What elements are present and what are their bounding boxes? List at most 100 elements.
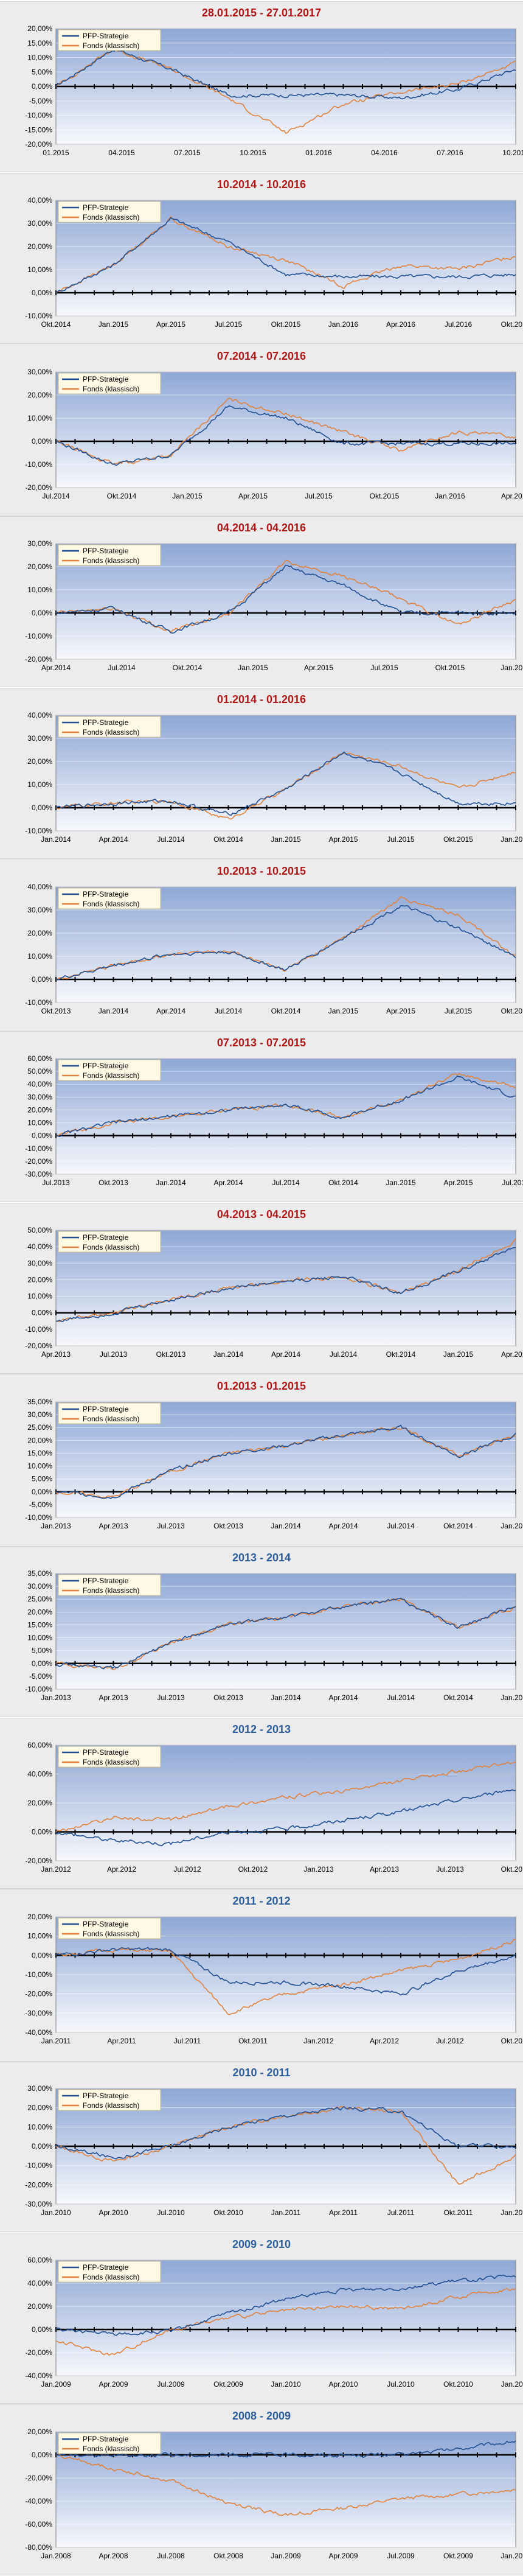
- y-tick-label: 15,00%: [27, 1620, 52, 1629]
- legend-label-strategy: PFP-Strategie: [83, 890, 129, 898]
- y-tick-label: -30,00%: [25, 2200, 52, 2208]
- y-tick-label: 10,00%: [27, 2123, 52, 2131]
- x-tick-label: Jul.2013: [436, 1865, 464, 1874]
- y-tick-label: 10,00%: [27, 952, 52, 961]
- x-tick-label: Jul.2015: [445, 1007, 473, 1015]
- legend-box: [58, 1746, 161, 1768]
- line-chart: 20,00%0,00%-20,00%-40,00%-60,00%-80,00%J…: [25, 2427, 523, 2560]
- y-tick-label: 10,00%: [27, 586, 52, 594]
- x-tick-label: Jul.2015: [370, 663, 398, 672]
- x-tick-label: Okt.2014: [213, 835, 243, 844]
- y-tick-label: 30,00%: [27, 1410, 52, 1419]
- legend-label-fund: Fonds (klassisch): [83, 1758, 139, 1766]
- legend-box: [58, 1574, 161, 1596]
- x-tick-label: Jul.2014: [387, 1693, 415, 1702]
- y-tick-label: -20,00%: [25, 1990, 52, 1998]
- legend-box: [58, 544, 161, 566]
- x-tick-label: Jan.2015: [443, 1350, 474, 1359]
- y-tick-label: 25,00%: [27, 1423, 52, 1432]
- y-tick-label: 40,00%: [27, 2279, 52, 2287]
- y-tick-label: -5,00%: [29, 1672, 52, 1681]
- x-tick-label: Jan.2012: [41, 1865, 71, 1874]
- x-tick-label: Jan.2012: [303, 2037, 334, 2045]
- x-tick-label: Apr.2008: [99, 2552, 128, 2560]
- legend-label-fund: Fonds (klassisch): [83, 728, 139, 737]
- series-line-fund: [55, 2287, 516, 2356]
- y-tick-label: 10,00%: [27, 54, 52, 62]
- line-chart: 50,00% 40,00% 30,00% 20,00% 10,00% 0,00% -10,0…: [25, 1226, 523, 1359]
- y-tick-label: -20,00%: [25, 1342, 52, 1350]
- y-tick-label: 20,00%: [27, 24, 52, 33]
- x-tick-label: Jul.2014: [108, 663, 136, 672]
- y-tick-label: 30,00%: [27, 368, 52, 376]
- x-tick-label: Apr.2009: [99, 2380, 128, 2389]
- y-tick-label: 20,00%: [27, 1913, 52, 1921]
- x-tick-label: Jan.2014: [41, 835, 71, 844]
- legend-box: [58, 2261, 161, 2283]
- series-line-strategy: [55, 564, 516, 634]
- y-tick-label: 0,00%: [32, 82, 52, 91]
- x-tick-label: Okt.2013: [501, 1865, 523, 1874]
- x-tick-label: Okt.2015: [435, 663, 465, 672]
- y-tick-label: 30,00%: [27, 1259, 52, 1267]
- legend-box: [58, 373, 161, 394]
- y-tick-label: -20,00%: [25, 2348, 52, 2357]
- y-tick-label: 20,00%: [27, 391, 52, 399]
- y-tick-label: -10,00%: [25, 460, 52, 469]
- x-tick-label: Jan.2014: [99, 1007, 129, 1015]
- legend-label-strategy: PFP-Strategie: [83, 2263, 129, 2272]
- y-tick-label: 30,00%: [27, 539, 52, 548]
- legend-label-strategy: PFP-Strategie: [83, 1233, 129, 1242]
- x-tick-label: Jan.2010: [41, 2208, 71, 2217]
- x-tick-label: Okt.2014: [271, 1007, 301, 1015]
- line-chart: 40,00%30,00%20,00%10,00%0,00%-10,00%Okt.…: [25, 883, 523, 1015]
- legend-label-strategy: PFP-Strategie: [83, 1405, 129, 1413]
- series-line-strategy: [55, 1947, 516, 1996]
- series-line-strategy: [55, 1247, 516, 1322]
- y-tick-label: 30,00%: [27, 219, 52, 228]
- line-chart: 60,00%40,00%20,00%0,00%-20,00%-40,00%Jan…: [25, 2256, 523, 2389]
- y-tick-label: 0,00%: [32, 1659, 52, 1668]
- legend-label-fund: Fonds (klassisch): [83, 213, 139, 222]
- y-tick-label: 10,00%: [27, 1634, 52, 1642]
- x-tick-label: 10.2015: [240, 149, 266, 157]
- chart-title: 2013 - 2014: [232, 1552, 291, 1564]
- y-tick-label: 20,00%: [27, 1436, 52, 1444]
- chart-title: 04.2013 - 04.2015: [216, 1208, 307, 1220]
- x-tick-label: Jan.2010: [500, 2552, 523, 2560]
- line-chart: 30,00% 20,00% 10,00% 0,00% -10,00% -20,00% -30…: [25, 2084, 523, 2217]
- x-tick-label: Apr.2014: [328, 1693, 358, 1702]
- x-tick-label: Jan.2014: [156, 1178, 186, 1187]
- y-tick-label: 5,00%: [32, 68, 52, 76]
- y-tick-label: -10,00%: [25, 1513, 52, 1522]
- x-tick-label: Jan.2009: [271, 2552, 301, 2560]
- x-tick-label: Jan.2015: [500, 1693, 523, 1702]
- y-tick-label: 15,00%: [27, 1449, 52, 1457]
- series-line-strategy: [55, 2274, 516, 2336]
- x-tick-label: Jan.2012: [500, 2208, 523, 2217]
- x-tick-label: Apr.2009: [328, 2552, 358, 2560]
- x-tick-label: Jul.2012: [436, 2037, 464, 2045]
- x-tick-label: Okt.2014: [443, 1693, 473, 1702]
- x-tick-label: Jan.2011: [501, 2380, 523, 2389]
- y-tick-label: 25,00%: [27, 1595, 52, 1603]
- legend-box: [58, 2432, 161, 2454]
- x-tick-label: Okt.2014: [386, 1350, 416, 1359]
- x-tick-label: Jan.2014: [213, 1350, 244, 1359]
- series-line-strategy: [55, 2440, 516, 2458]
- x-tick-label: Jul.2014: [215, 1007, 243, 1015]
- y-tick-label: 0,00%: [32, 2325, 52, 2334]
- x-tick-label: Okt.2008: [213, 2552, 243, 2560]
- x-tick-label: Jul.2010: [387, 2380, 415, 2389]
- x-tick-label: 07.2016: [437, 149, 463, 157]
- chart-panel: 2013 - 2014 35,00% 30,00% 25,00% 20,00% 15,00…: [0, 1546, 523, 1717]
- y-tick-label: -20,00%: [25, 2474, 52, 2482]
- legend-label-fund: Fonds (klassisch): [83, 2445, 139, 2453]
